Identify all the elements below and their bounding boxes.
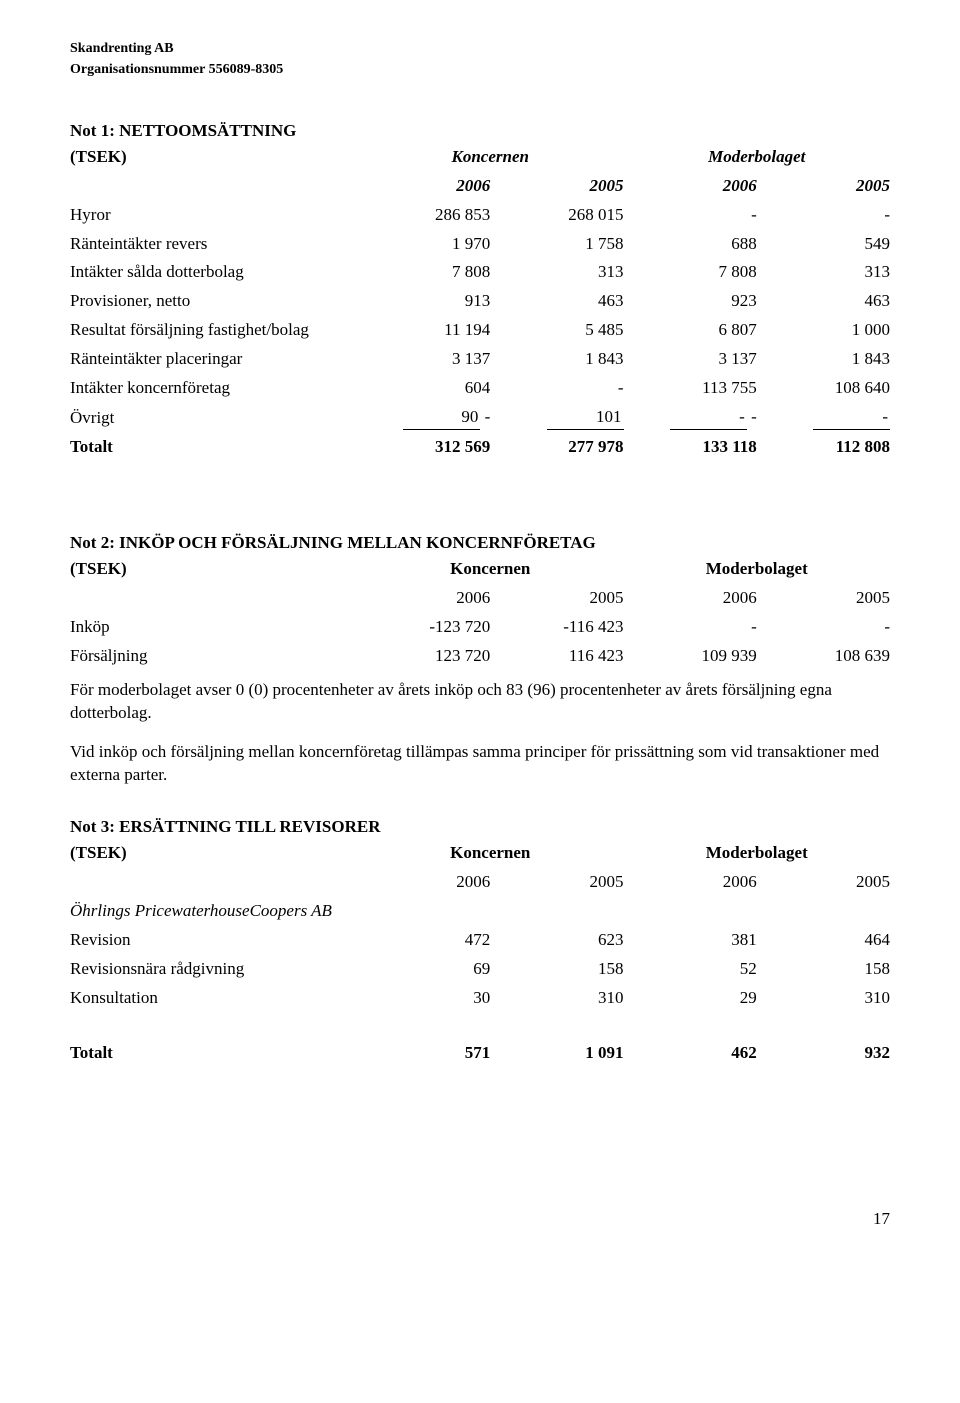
note2-group2: Moderbolaget (624, 555, 891, 584)
table-row-ovrigt: Övrigt 90 - 101 - - - (70, 403, 890, 433)
table-row: Revisionsnära rådgivning6915852158 (70, 955, 890, 984)
table-row: Provisioner, netto913463923463 (70, 287, 890, 316)
table-row: Hyror286 853268 015-- (70, 201, 890, 230)
note1-title: Not 1: NETTOOMSÄTTNING (70, 120, 890, 143)
note1-group2: Moderbolaget (624, 143, 891, 172)
page-number: 17 (70, 1208, 890, 1231)
header-orgnum: Organisationsnummer 556089-8305 (70, 61, 890, 80)
header-company: Skandrenting AB (70, 40, 890, 59)
note3-table: (TSEK) Koncernen Moderbolaget 2006 2005 … (70, 839, 890, 1068)
note2-para2: Vid inköp och försäljning mellan koncern… (70, 741, 890, 787)
table-row: Resultat försäljning fastighet/bolag11 1… (70, 316, 890, 345)
note3-title: Not 3: ERSÄTTNING TILL REVISORER (70, 816, 890, 839)
note3-tsek: (TSEK) (70, 839, 357, 868)
table-row: Inköp-123 720-116 423-- (70, 613, 890, 642)
note1-group1: Koncernen (357, 143, 624, 172)
note3-subhead: Öhrlings PricewaterhouseCoopers AB (70, 897, 890, 926)
note1-y4: 2005 (757, 172, 890, 201)
table-row: Intäkter sålda dotterbolag7 8083137 8083… (70, 258, 890, 287)
note1-table: (TSEK) Koncernen Moderbolaget 2006 2005 … (70, 143, 890, 462)
note1-y2: 2005 (490, 172, 623, 201)
note3-group1: Koncernen (357, 839, 624, 868)
note2-group1: Koncernen (357, 555, 624, 584)
table-row-total: Totalt 571 1 091 462 932 (70, 1039, 890, 1068)
note3-group2: Moderbolaget (624, 839, 891, 868)
table-row: Ränteintäkter placeringar3 1371 8433 137… (70, 345, 890, 374)
note2-para1: För moderbolaget avser 0 (0) procentenhe… (70, 679, 890, 725)
note2-title: Not 2: INKÖP OCH FÖRSÄLJNING MELLAN KONC… (70, 532, 890, 555)
table-row: Konsultation3031029310 (70, 984, 890, 1013)
note2-tsek: (TSEK) (70, 555, 357, 584)
note1-y1: 2006 (357, 172, 490, 201)
table-row-total: Totalt 312 569 277 978 133 118 112 808 (70, 433, 890, 462)
table-row: Ränteintäkter revers1 9701 758688549 (70, 230, 890, 259)
note2-table: (TSEK) Koncernen Moderbolaget 2006 2005 … (70, 555, 890, 671)
note1-tsek: (TSEK) (70, 143, 357, 172)
table-row: Intäkter koncernföretag604-113 755108 64… (70, 374, 890, 403)
table-row: Revision472623381464 (70, 926, 890, 955)
note1-y3: 2006 (624, 172, 757, 201)
table-row: Försäljning123 720116 423109 939108 639 (70, 642, 890, 671)
